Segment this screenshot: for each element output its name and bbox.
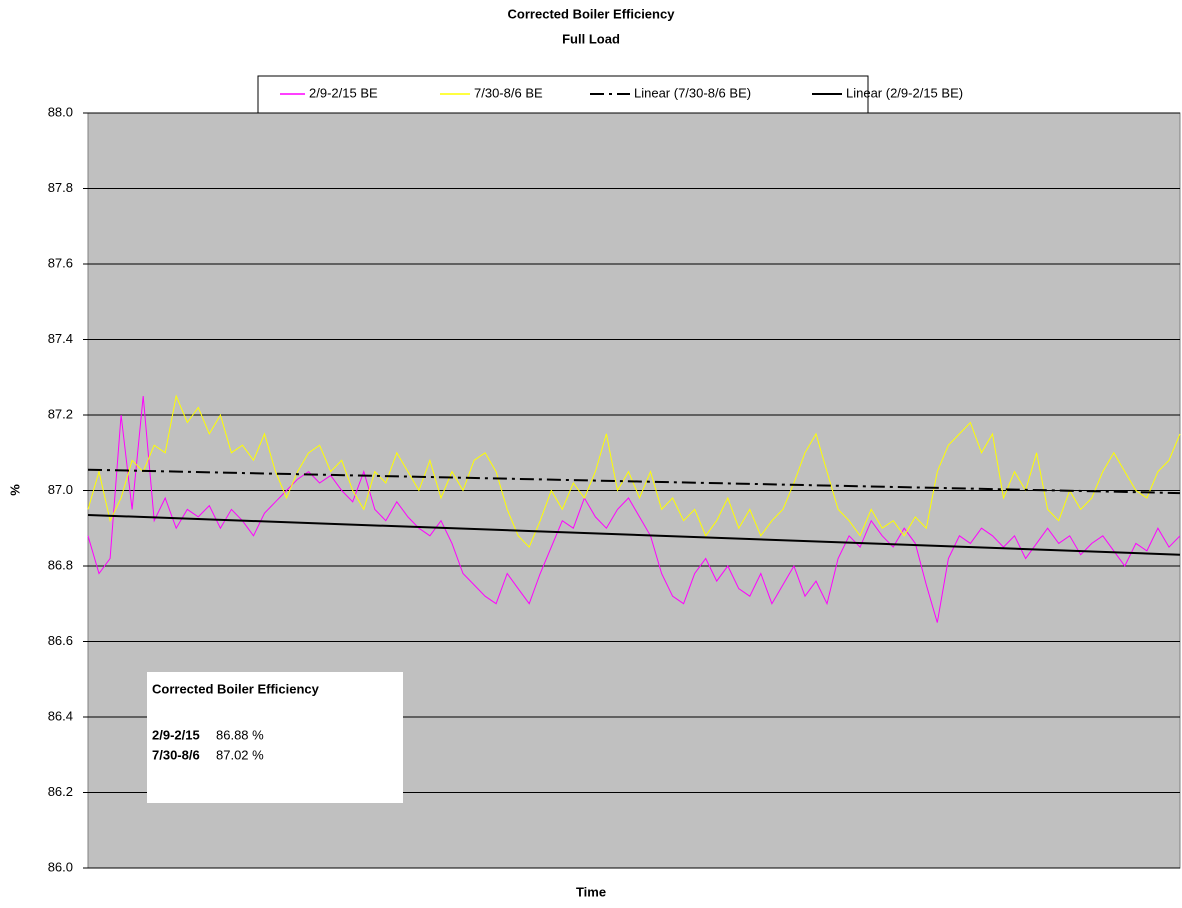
legend-label: Linear (2/9-2/15 BE)	[846, 85, 963, 100]
annotation-label: 2/9-2/15	[152, 727, 200, 742]
legend-box	[257, 75, 869, 114]
y-tick-label: 87.4	[48, 331, 73, 346]
series-line	[87, 514, 1181, 556]
y-tick-label: 87.0	[48, 482, 73, 497]
chart-title: Corrected Boiler Efficiency	[508, 6, 676, 21]
series-line	[87, 394, 1181, 548]
legend-label: 2/9-2/15 BE	[309, 85, 378, 100]
y-tick-label: 87.2	[48, 406, 73, 421]
chart-subtitle: Full Load	[562, 31, 620, 46]
annotation-value: 86.88 %	[216, 727, 264, 742]
y-tick-label: 86.8	[48, 557, 73, 572]
annotation-value: 87.02 %	[216, 747, 264, 762]
y-tick-label: 88.0	[48, 104, 73, 119]
y-tick-label: 87.6	[48, 255, 73, 270]
legend-label: 7/30-8/6 BE	[474, 85, 543, 100]
legend-label: Linear (7/30-8/6 BE)	[634, 85, 751, 100]
annotation-box	[147, 672, 403, 803]
series-line	[87, 396, 1181, 623]
annotation-title: Corrected Boiler Efficiency	[152, 681, 320, 696]
y-tick-label: 86.2	[48, 784, 73, 799]
y-tick-label: 86.0	[48, 859, 73, 874]
series-line	[87, 468, 1181, 495]
y-axis-label: %	[7, 484, 22, 496]
annotation-label: 7/30-8/6	[152, 747, 200, 762]
x-axis-label: Time	[576, 884, 606, 899]
y-tick-label: 86.4	[48, 708, 73, 723]
y-tick-label: 86.6	[48, 633, 73, 648]
y-tick-label: 87.8	[48, 180, 73, 195]
